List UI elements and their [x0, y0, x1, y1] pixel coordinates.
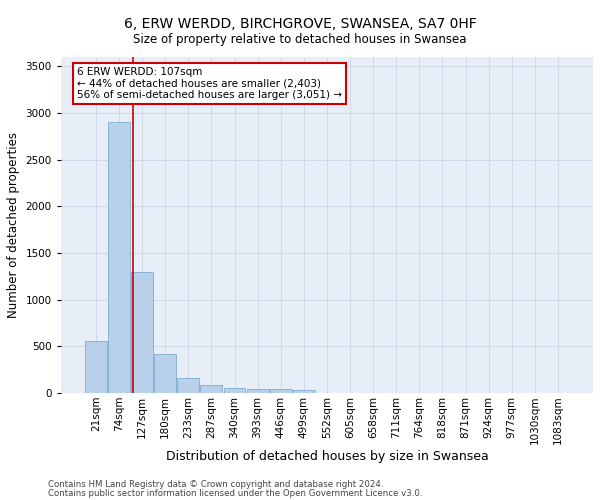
Bar [108, 122, 130, 393]
Bar [178, 378, 199, 393]
X-axis label: Distribution of detached houses by size in Swansea: Distribution of detached houses by size … [166, 450, 488, 463]
Bar [154, 354, 176, 393]
Bar [293, 390, 315, 393]
Bar [200, 385, 223, 393]
Bar [270, 390, 292, 393]
Text: 6, ERW WERDD, BIRCHGROVE, SWANSEA, SA7 0HF: 6, ERW WERDD, BIRCHGROVE, SWANSEA, SA7 0… [124, 18, 476, 32]
Bar [224, 388, 245, 393]
Y-axis label: Number of detached properties: Number of detached properties [7, 132, 20, 318]
Text: 6 ERW WERDD: 107sqm
← 44% of detached houses are smaller (2,403)
56% of semi-det: 6 ERW WERDD: 107sqm ← 44% of detached ho… [77, 67, 342, 100]
Text: Contains public sector information licensed under the Open Government Licence v3: Contains public sector information licen… [48, 489, 422, 498]
Text: Contains HM Land Registry data © Crown copyright and database right 2024.: Contains HM Land Registry data © Crown c… [48, 480, 383, 489]
Bar [85, 341, 107, 393]
Text: Size of property relative to detached houses in Swansea: Size of property relative to detached ho… [133, 32, 467, 46]
Bar [131, 272, 153, 393]
Bar [247, 389, 269, 393]
